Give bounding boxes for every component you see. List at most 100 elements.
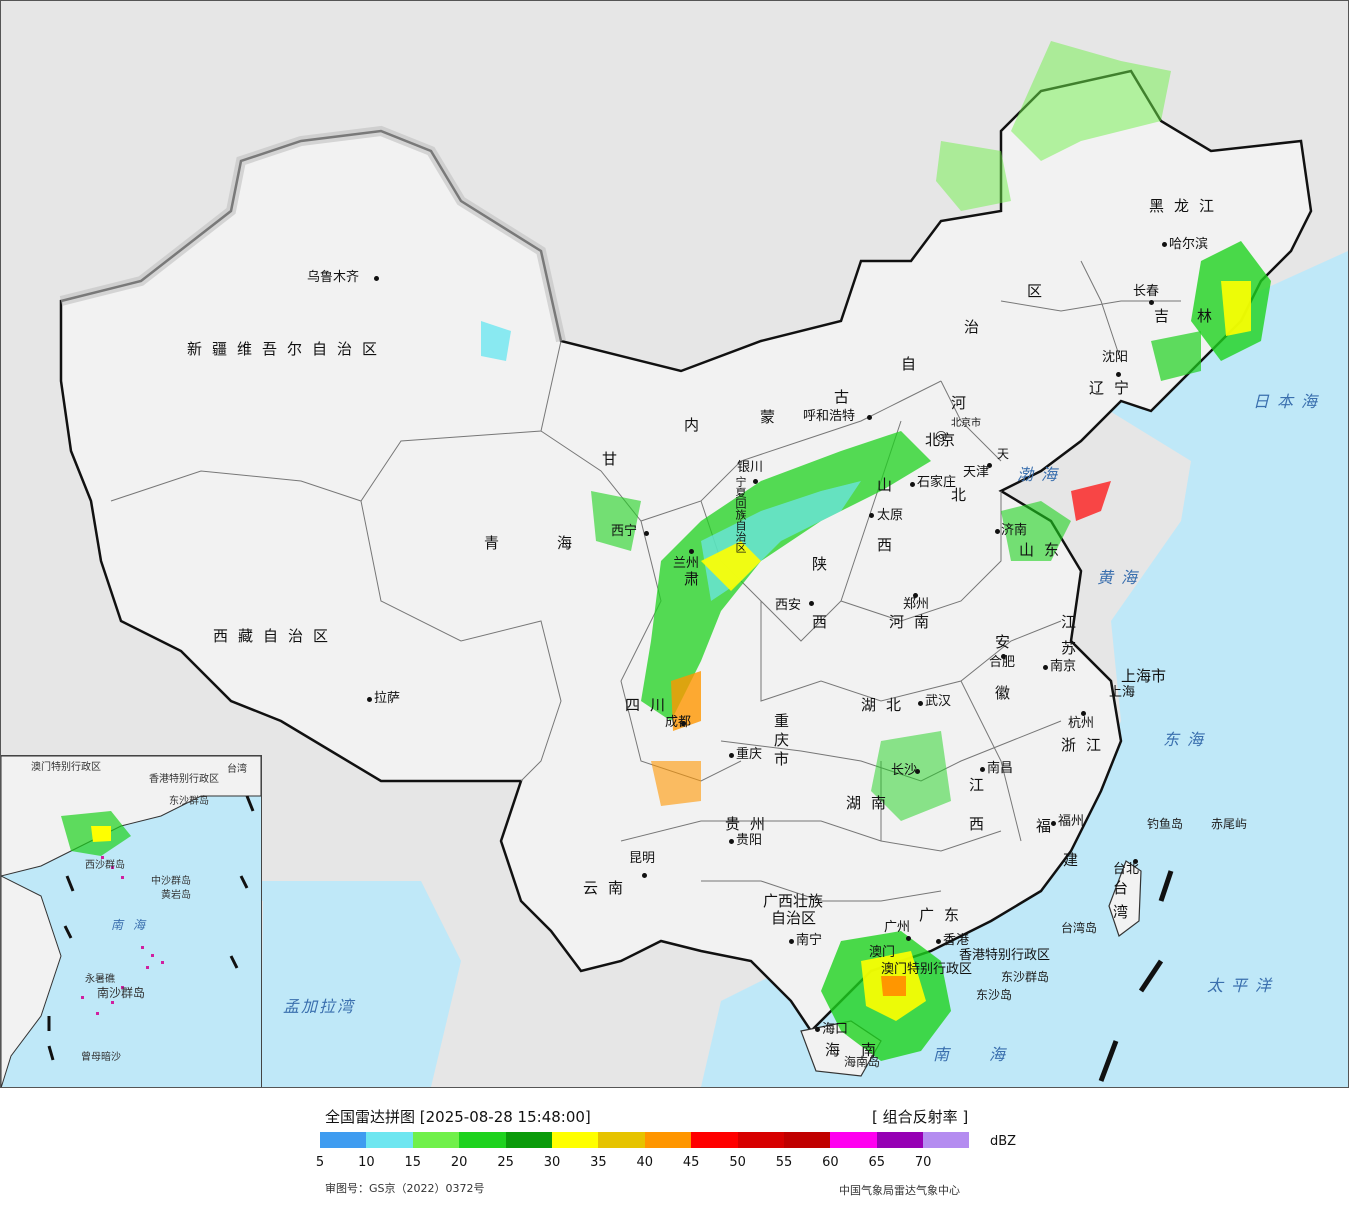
- city-dot: [995, 529, 1000, 534]
- province-nmg-nei: 内: [684, 416, 710, 434]
- legend-panel: 全国雷达拼图 [2025-08-28 15:48:00] [ 组合反射率 ] 5…: [0, 1088, 1349, 1208]
- city-hefei: 合肥: [989, 655, 1016, 670]
- province-qinghai-hai: 海: [557, 534, 583, 552]
- radar-map[interactable]: 新疆维吾尔自治区 西藏自治区 青 海 甘 肃 内 蒙 古 自 治 区 黑龙江 吉…: [0, 0, 1349, 1088]
- city-dot: [1081, 711, 1086, 716]
- city-dot: [980, 767, 985, 772]
- legend-title: 全国雷达拼图 [2025-08-28 15:48:00]: [325, 1108, 591, 1126]
- island-taiwan: 台湾岛: [1061, 921, 1098, 935]
- city-wuhan: 武汉: [925, 694, 952, 709]
- inset-huangyan: 黄岩岛: [161, 890, 191, 901]
- color-swatch-7: [644, 1132, 692, 1148]
- city-shijiazhuang: 石家庄: [917, 475, 957, 490]
- province-gansu-su: 肃: [684, 570, 710, 588]
- city-lhasa: 拉萨: [374, 691, 401, 706]
- province-zhejiang: 浙江: [1061, 736, 1112, 754]
- city-dot: [681, 721, 686, 726]
- color-swatch-13: [923, 1132, 970, 1148]
- province-jilin-lin: 林: [1197, 307, 1223, 325]
- city-nanning: 南宁: [796, 933, 823, 948]
- city-dot: [915, 769, 920, 774]
- city-shenyang: 沈阳: [1102, 350, 1129, 365]
- city-shanghai: 上海: [1109, 685, 1136, 700]
- map-canvas: [59, 41, 1348, 1087]
- city-dot: [867, 415, 872, 420]
- city-dot: [1051, 821, 1056, 826]
- province-jiangxi-jiang: 江: [969, 776, 995, 794]
- sea-yellow: 黄海: [1097, 568, 1146, 587]
- sea-east: 东海: [1163, 730, 1212, 749]
- province-shanghai: 上海市: [1121, 667, 1167, 685]
- tick-label: 40: [636, 1155, 654, 1170]
- city-dot: [689, 549, 694, 554]
- province-fujian-jian: 建: [1063, 851, 1089, 869]
- color-swatch-0: [320, 1132, 367, 1148]
- city-zhengzhou: 郑州: [903, 597, 930, 612]
- province-tianjin: 天: [997, 447, 1010, 461]
- taiwan-island-shape: [1108, 860, 1142, 937]
- city-taipei: 台北: [1113, 862, 1140, 877]
- inset-hk: 香港特别行政区: [149, 774, 219, 785]
- city-nanchang: 南昌: [987, 761, 1014, 776]
- city-dot: [906, 936, 911, 941]
- city-dot: [1043, 665, 1048, 670]
- province-jilin-ji: 吉: [1154, 307, 1180, 325]
- province-guangxi-2: 自治区: [771, 909, 817, 927]
- inset-macau: 澳门特别行政区: [31, 762, 101, 773]
- dash-lines: [1098, 870, 1174, 1082]
- province-qinghai-qing: 青: [484, 534, 510, 552]
- sea-area: [701, 251, 1348, 1087]
- city-dot: [815, 1027, 820, 1032]
- color-swatch-10: [783, 1132, 831, 1148]
- city-guangzhou: 广州: [884, 920, 911, 935]
- province-hk: 香港特别行政区: [959, 948, 1051, 963]
- tick-label: 5: [315, 1155, 325, 1170]
- island-diaoyu: 钓鱼岛: [1147, 817, 1184, 831]
- province-shaanxi-shan: 陕: [812, 555, 838, 573]
- capital-star-icon: ◎: [935, 428, 948, 444]
- city-dot: [1149, 300, 1154, 305]
- tick-label: 55: [775, 1155, 793, 1170]
- inset-nansha: 南沙群岛: [97, 986, 146, 1000]
- bay-of-bengal: [221, 881, 461, 1087]
- province-hubei: 湖北: [861, 696, 912, 714]
- sea-bengal: 孟加拉湾: [283, 997, 356, 1016]
- color-swatch-6: [598, 1132, 645, 1148]
- city-jinan: 济南: [1001, 523, 1028, 538]
- province-heilongjiang: 黑龙江: [1149, 197, 1225, 215]
- city-dot: [729, 753, 734, 758]
- province-nmg-zi: 自: [901, 355, 927, 373]
- city-dot: [644, 531, 649, 536]
- city-guiyang: 贵阳: [736, 833, 763, 848]
- sea-south: 南海: [933, 1045, 1046, 1064]
- province-nmg-zhi: 治: [964, 318, 990, 336]
- city-chongqing: 重庆: [736, 747, 763, 762]
- province-macau: 澳门特别行政区: [881, 962, 973, 977]
- province-hainan-hai: 海: [825, 1041, 851, 1059]
- color-swatch-5: [551, 1132, 599, 1148]
- inset-dongsha: 东沙群岛: [169, 796, 209, 807]
- color-swatch-2: [412, 1132, 460, 1148]
- sea-japan: 日本海: [1253, 392, 1326, 411]
- city-macao: 澳门: [869, 945, 896, 960]
- tick-label: 50: [729, 1155, 746, 1170]
- island-dongsha: 东沙岛: [976, 988, 1013, 1002]
- review-number: 审图号：GS京（2022）0372号: [325, 1182, 485, 1195]
- province-taiwan-tai: 台: [1113, 879, 1139, 897]
- province-jiangsu-jiang: 江: [1061, 613, 1087, 631]
- province-shandong: 山东: [1019, 541, 1070, 559]
- province-liaoning: 辽宁: [1089, 379, 1140, 397]
- city-beijing: 北京: [925, 431, 956, 449]
- province-hainan-nan: 南: [861, 1041, 887, 1059]
- city-dot: [753, 479, 758, 484]
- city-nanjing: 南京: [1050, 659, 1077, 674]
- province-nmg-qu: 区: [1027, 282, 1053, 300]
- city-dot: [1001, 654, 1006, 659]
- legend-product: [ 组合反射率 ]: [872, 1108, 969, 1126]
- city-dot: [809, 601, 814, 606]
- city-dot: [1162, 242, 1167, 247]
- province-xinjiang: 新疆维吾尔自治区: [187, 340, 388, 358]
- tick-label: 70: [914, 1155, 932, 1170]
- island-dongsha-group: 东沙群岛: [1001, 970, 1050, 984]
- inset-yongshu: 永暑礁: [85, 974, 115, 985]
